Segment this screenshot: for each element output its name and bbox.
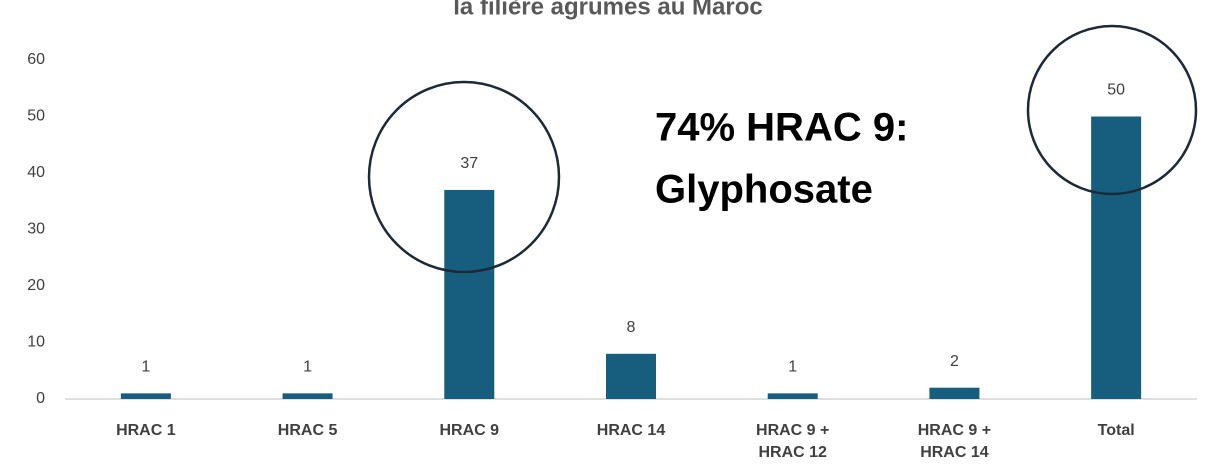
data-label: 2 bbox=[950, 353, 959, 370]
bar bbox=[282, 393, 333, 399]
annotation: Glyphosate bbox=[655, 168, 873, 212]
data-label: 1 bbox=[141, 359, 150, 376]
x-tick-label: Total bbox=[1097, 422, 1135, 439]
data-label: 1 bbox=[788, 359, 797, 376]
data-label: 8 bbox=[627, 319, 636, 336]
bar bbox=[1091, 116, 1142, 399]
x-tick-label: HRAC 14 bbox=[596, 422, 666, 439]
bar bbox=[444, 189, 495, 399]
data-label: 37 bbox=[460, 155, 478, 172]
y-tick-label: 30 bbox=[27, 221, 45, 238]
y-tick-label: 20 bbox=[27, 277, 45, 294]
bar bbox=[120, 393, 171, 399]
bar bbox=[929, 387, 980, 399]
x-tick-label: HRAC 9 + HRAC 14 bbox=[917, 422, 992, 461]
x-tick-label: HRAC 9 + HRAC 12 bbox=[756, 422, 830, 461]
bar bbox=[606, 353, 656, 399]
y-tick-label: 50 bbox=[27, 108, 45, 125]
highlight-circle bbox=[1026, 24, 1198, 196]
y-tick-label: 60 bbox=[27, 51, 45, 68]
highlight-circle bbox=[367, 80, 561, 274]
x-tick-label: HRAC 9 bbox=[439, 422, 500, 439]
y-tick-label: 10 bbox=[27, 334, 45, 351]
data-label: 50 bbox=[1107, 82, 1125, 99]
y-tick-label: 40 bbox=[27, 164, 45, 181]
x-tick-label: HRAC 1 bbox=[116, 422, 176, 439]
x-tick-label: HRAC 5 bbox=[277, 422, 338, 439]
chart-title: la filière agrumes au Maroc bbox=[453, 0, 762, 20]
data-label: 1 bbox=[303, 359, 312, 376]
bar bbox=[767, 393, 818, 399]
annotation: 74% HRAC 9: bbox=[655, 106, 908, 150]
y-tick-label: 0 bbox=[36, 390, 45, 407]
